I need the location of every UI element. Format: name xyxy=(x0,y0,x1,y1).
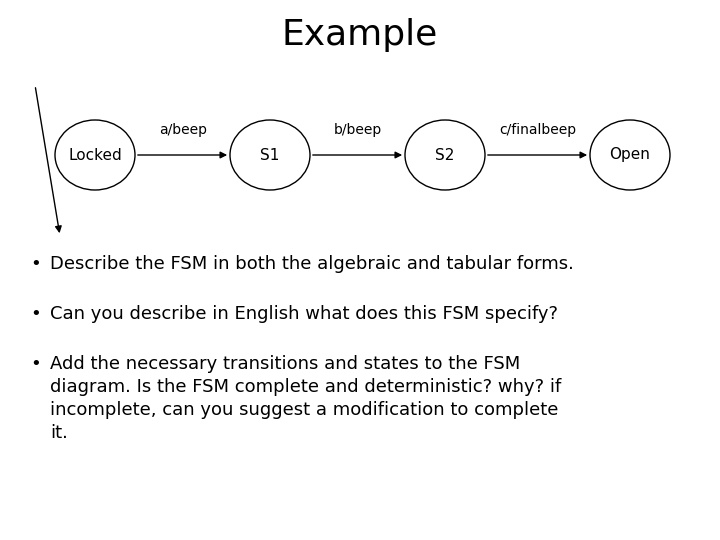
Ellipse shape xyxy=(55,120,135,190)
Text: •: • xyxy=(30,255,41,273)
Text: Can you describe in English what does this FSM specify?: Can you describe in English what does th… xyxy=(50,305,558,323)
Ellipse shape xyxy=(230,120,310,190)
Ellipse shape xyxy=(405,120,485,190)
Text: Open: Open xyxy=(610,147,650,163)
Text: a/beep: a/beep xyxy=(159,123,207,137)
Text: S1: S1 xyxy=(261,147,279,163)
Text: Locked: Locked xyxy=(68,147,122,163)
Text: Example: Example xyxy=(282,18,438,52)
Text: •: • xyxy=(30,305,41,323)
Text: •: • xyxy=(30,355,41,373)
Ellipse shape xyxy=(590,120,670,190)
Text: c/finalbeep: c/finalbeep xyxy=(500,123,577,137)
Text: Describe the FSM in both the algebraic and tabular forms.: Describe the FSM in both the algebraic a… xyxy=(50,255,574,273)
Text: Add the necessary transitions and states to the FSM
diagram. Is the FSM complete: Add the necessary transitions and states… xyxy=(50,355,562,442)
Text: S2: S2 xyxy=(436,147,455,163)
Text: b/beep: b/beep xyxy=(334,123,382,137)
